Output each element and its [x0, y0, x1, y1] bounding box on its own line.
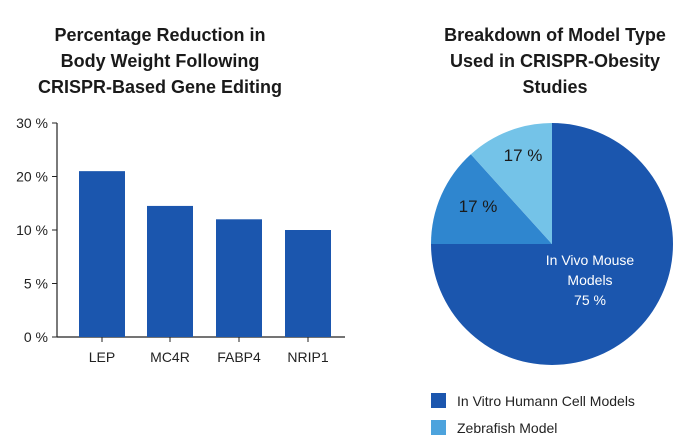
- pie-chart-title: Breakdown of Model Type Used in CRISPR-O…: [425, 22, 685, 100]
- x-tick-label: FABP4: [217, 349, 261, 365]
- pie-slice-label: 17 %: [504, 146, 543, 165]
- x-tick-label: LEP: [89, 349, 115, 365]
- pie-slice-label: 75 %: [574, 292, 606, 308]
- pie-slice-label: Models: [567, 272, 612, 288]
- pie-title-line: Studies: [522, 77, 588, 97]
- bar-title-line: Percentage Reduction in: [54, 25, 266, 45]
- y-tick-label: 10 %: [16, 222, 48, 238]
- legend-swatch: [431, 420, 446, 435]
- bar-chart-title: Percentage Reduction in Body Weight Foll…: [0, 22, 320, 100]
- y-tick-label: 30 %: [16, 115, 48, 131]
- bar-fabp4: [216, 219, 262, 337]
- pie-slice-label: In Vivo Mouse: [546, 252, 635, 268]
- x-tick-label: NRIP1: [287, 349, 328, 365]
- pie-title-line: Used in CRISPR-Obesity: [449, 51, 661, 71]
- x-tick-label: MC4R: [150, 349, 190, 365]
- y-tick-label: 20 %: [16, 169, 48, 185]
- pie-title-line: Breakdown of Model Type: [444, 25, 666, 45]
- pie-slice: [470, 123, 552, 244]
- pie-slice-label: 17 %: [459, 197, 498, 216]
- legend-label: In Vitro Humann Cell Models: [457, 393, 635, 409]
- bar-lep: [79, 171, 125, 337]
- y-tick-label: 0 %: [24, 329, 48, 345]
- pie-slice: [431, 154, 552, 244]
- legend-label: Zebrafish Model: [457, 420, 557, 436]
- bar-title-line: Body Weight Following: [60, 51, 260, 71]
- legend-swatch: [431, 393, 446, 408]
- y-tick-label: 5 %: [24, 276, 48, 292]
- bar-nrip1: [285, 230, 331, 337]
- bar-mc4r: [147, 205, 193, 337]
- bar-title-line: CRISPR-Based Gene Editing: [37, 77, 283, 97]
